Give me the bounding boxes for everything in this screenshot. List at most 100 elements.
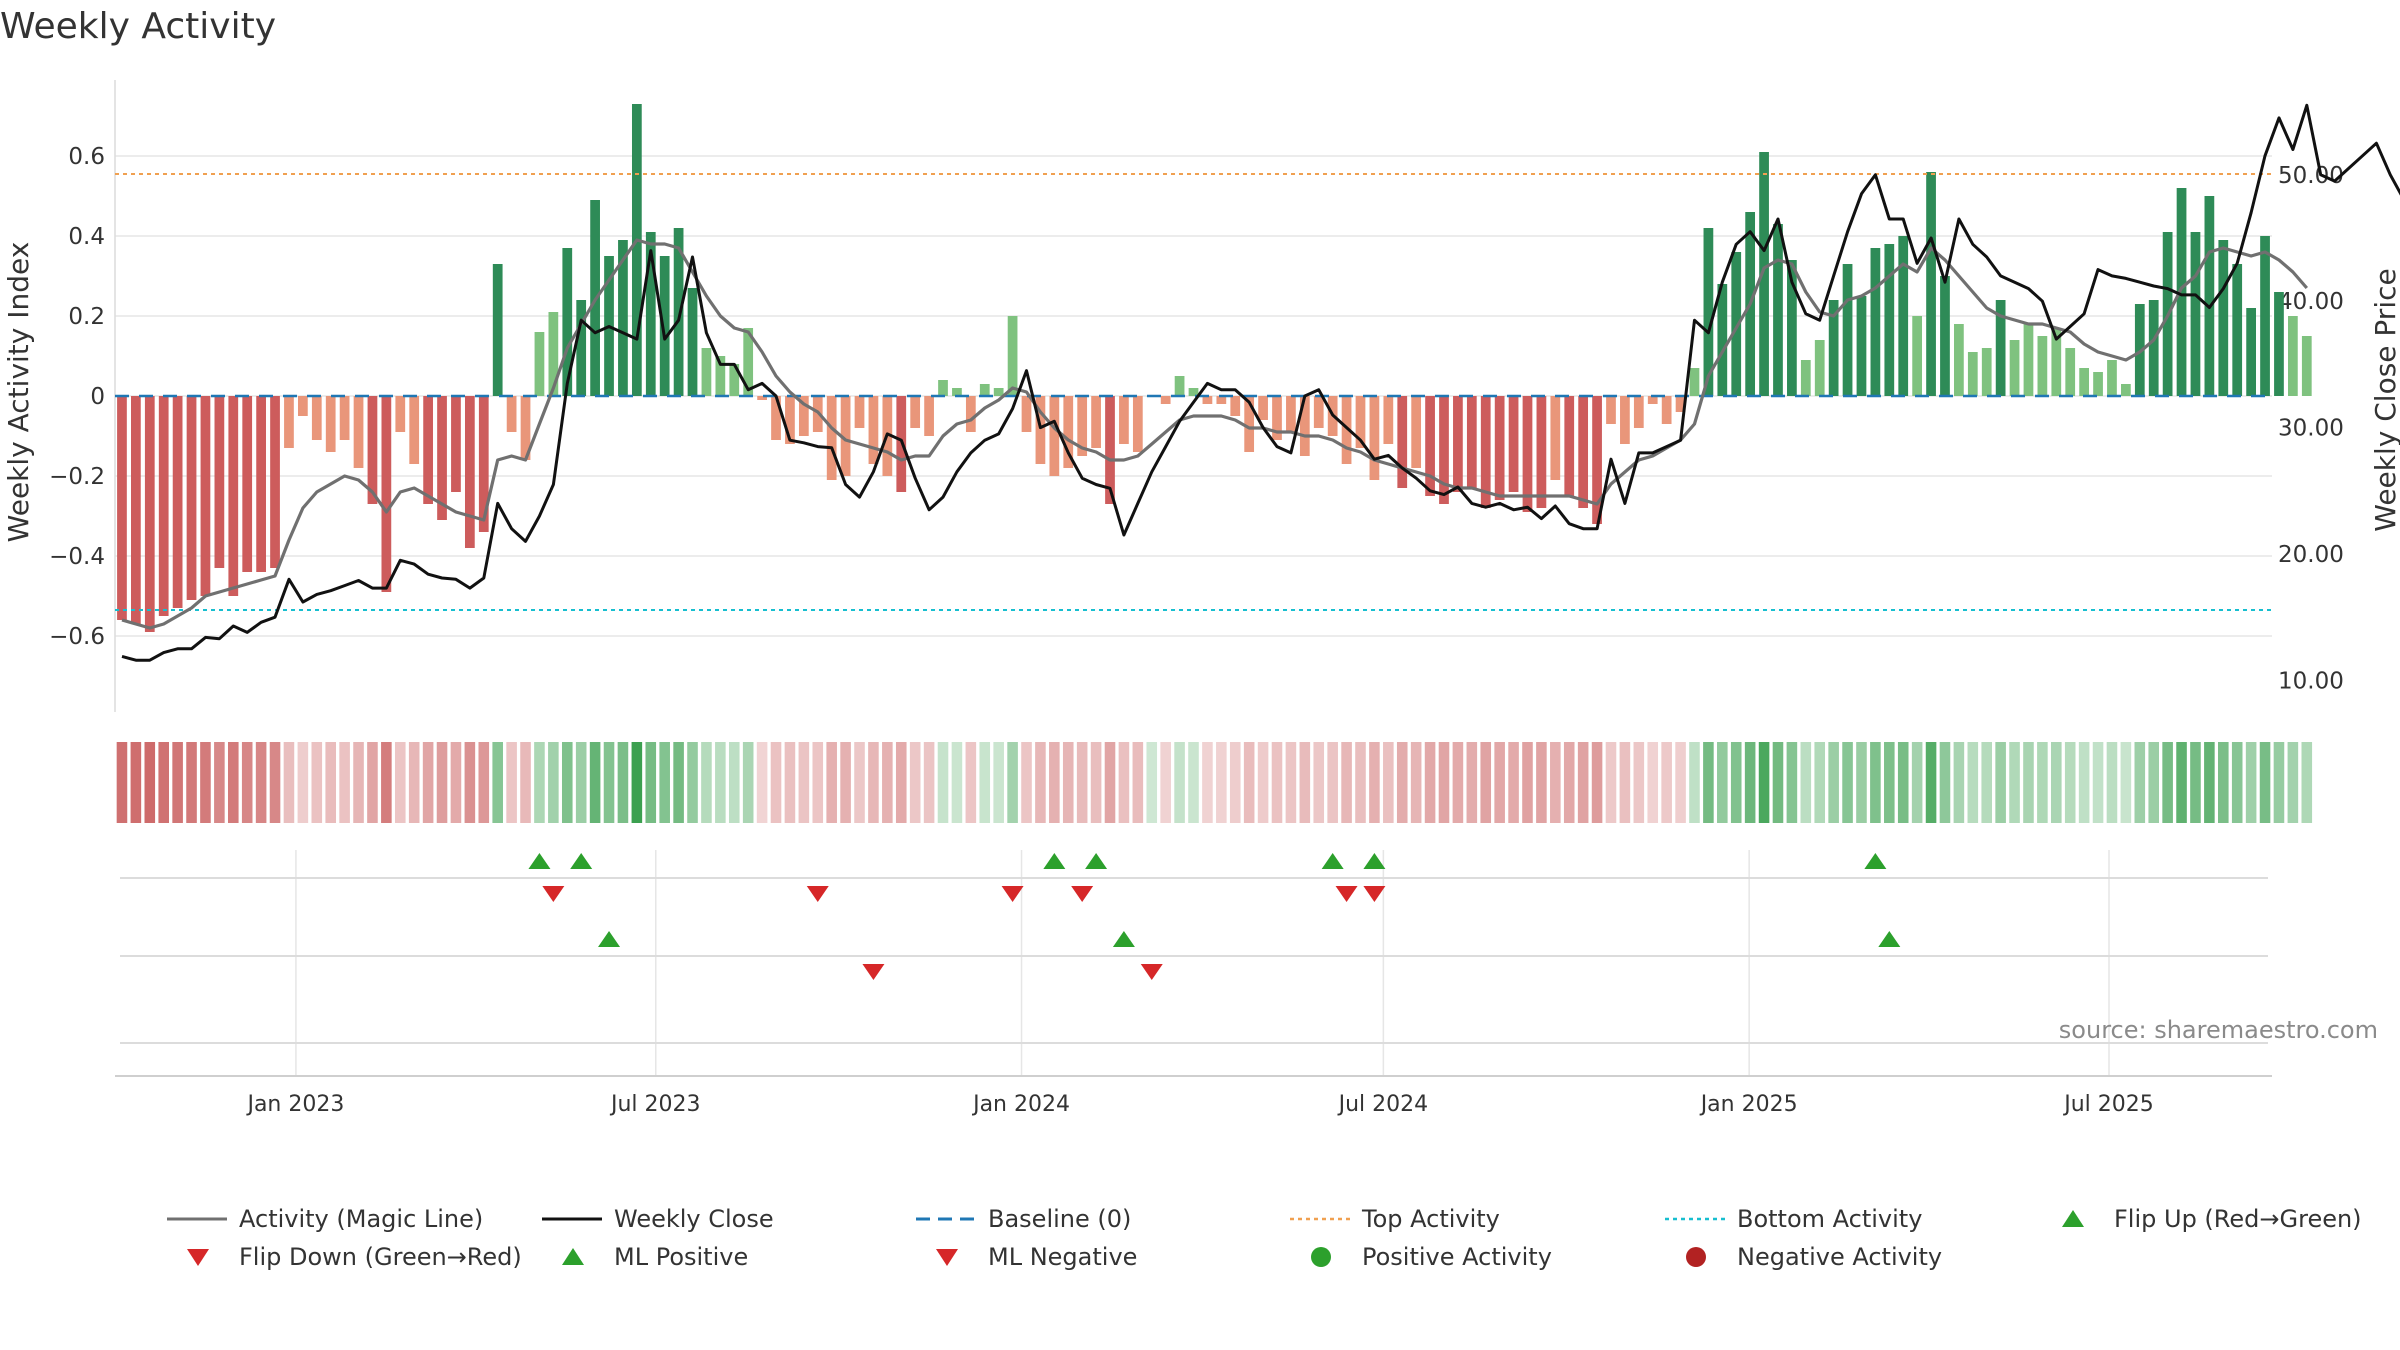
activity-bar — [687, 288, 698, 396]
heat-strip-cell — [436, 742, 448, 823]
heat-strip-cell — [701, 742, 712, 823]
legend-swatch-baseline — [916, 1217, 976, 1221]
activity-bar — [1731, 252, 1742, 396]
heat-strip-cell — [1160, 742, 1171, 823]
legend-label: ML Negative — [988, 1243, 1138, 1271]
heat-strip-cell — [1995, 742, 2006, 823]
legend-label: Negative Activity — [1737, 1243, 1943, 1271]
heat-strip-cell — [227, 742, 239, 823]
activity-bar — [2051, 328, 2062, 396]
x-tick-label: Jan 2024 — [971, 1092, 1070, 1117]
heat-strip-cell — [1925, 742, 1937, 823]
legend: Activity (Magic Line) Weekly Close Basel… — [0, 1205, 2400, 1285]
y2-tick-label: 20.00 — [2278, 542, 2344, 568]
heat-strip-cell — [506, 742, 517, 823]
activity-bar — [409, 396, 420, 464]
heat-strip-cell — [269, 742, 281, 823]
activity-bar — [1773, 224, 1783, 396]
heat-strip-cell — [2287, 742, 2299, 823]
ml-up-triangle — [598, 931, 621, 947]
heat-strip-cell — [2064, 742, 2076, 823]
activity-bar — [1828, 300, 1839, 396]
heat-strip-cell — [450, 742, 462, 823]
activity-bar — [1466, 396, 1477, 488]
activity-bar — [172, 396, 183, 608]
heat-strip-cell — [1090, 742, 1102, 823]
activity-bar — [1160, 396, 1171, 404]
heat-strip-cell — [784, 742, 796, 823]
heat-strip-cell — [2176, 742, 2187, 823]
heat-strip-cell — [1842, 742, 1853, 823]
heat-strip-cell — [673, 742, 684, 823]
activity-bar — [339, 396, 350, 440]
activity-bar — [1675, 396, 1686, 412]
activity-bar — [325, 396, 336, 452]
heat-strip-cell — [325, 742, 336, 823]
heat-strip-cell — [1772, 742, 1784, 823]
activity-bar — [1021, 396, 1032, 432]
heat-strip-cell — [464, 742, 476, 823]
activity-bar — [1647, 396, 1658, 404]
activity-bar — [701, 348, 712, 396]
activity-bar — [1244, 396, 1255, 452]
heat-strip-cell — [130, 742, 142, 823]
heat-strip-cell — [1550, 742, 1561, 823]
legend-swatch-bottom — [1665, 1217, 1725, 1221]
heat-strip-cell — [548, 742, 559, 823]
heat-strip-cell — [1355, 742, 1366, 823]
heat-strip-cell — [1202, 742, 1213, 823]
activity-bar — [1202, 396, 1213, 404]
heat-strip-cell — [492, 742, 503, 823]
y-tick-label: 0.4 — [68, 224, 105, 250]
ml-up-triangle — [1112, 931, 1135, 947]
y-tick-label: 0 — [90, 384, 105, 410]
heat-strip-cell — [1758, 742, 1770, 823]
ml-down-triangle — [542, 886, 565, 902]
activity-bar — [2009, 340, 2020, 396]
heat-strip-cell — [854, 742, 865, 823]
legend-label: Bottom Activity — [1737, 1205, 1923, 1233]
activity-bar — [1355, 396, 1366, 448]
activity-bar — [186, 396, 197, 600]
heat-strip-cell — [2273, 742, 2285, 823]
activity-bar — [743, 328, 754, 396]
activity-bar — [367, 396, 378, 504]
dot-icon — [1686, 1247, 1706, 1267]
heat-strip-cell — [2148, 742, 2160, 823]
heat-strip-cell — [144, 742, 156, 823]
ml-down-triangle — [862, 964, 885, 980]
heat-strip-cell — [603, 742, 615, 823]
activity-bar — [1564, 396, 1575, 496]
activity-bar — [1439, 396, 1449, 504]
ml-down-triangle — [1140, 964, 1163, 980]
activity-bar — [478, 396, 489, 532]
heat-strip-cell — [812, 742, 824, 823]
triangle-down-icon — [187, 1249, 209, 1266]
activity-bar — [534, 332, 545, 396]
activity-bar — [1494, 396, 1505, 500]
heat-strip-cell — [1577, 742, 1589, 823]
heat-strip-cell — [1285, 742, 1297, 823]
activity-bar — [200, 396, 211, 596]
activity-bar — [520, 396, 531, 460]
activity-bar — [1689, 368, 1700, 396]
activity-bar — [228, 396, 239, 596]
activity-bar — [2037, 336, 2048, 396]
ml-up-triangle — [1321, 853, 1344, 869]
heat-strip-cell — [1271, 742, 1283, 823]
ml-up-triangle — [1864, 853, 1887, 869]
legend-swatch-magic-line — [167, 1217, 227, 1221]
activity-bar — [395, 396, 406, 432]
activity-bar — [1119, 396, 1129, 444]
activity-bar — [1035, 396, 1046, 464]
activity-bar — [256, 396, 266, 572]
activity-bar — [1870, 248, 1881, 396]
activity-bar — [1884, 244, 1895, 396]
heat-strip-cell — [2023, 742, 2034, 823]
activity-bar — [284, 396, 294, 448]
heat-strip-cell — [367, 742, 378, 823]
heat-strip-cell — [1911, 742, 1923, 823]
heat-strip-cell — [1146, 742, 1158, 823]
ml-up-triangle — [1363, 853, 1386, 869]
heat-strip-cell — [728, 742, 740, 823]
